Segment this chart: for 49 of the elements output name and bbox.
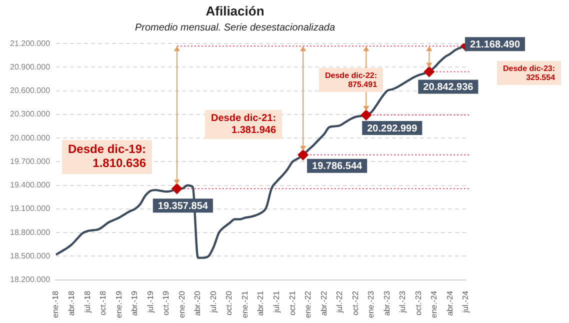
x-tick-label: abr.-20	[193, 290, 202, 316]
x-tick-label: abr.-19	[130, 290, 140, 316]
y-tick-label: 21.200.000	[10, 38, 51, 48]
x-tick-label: ene.-21	[240, 290, 250, 318]
x-tick-label: oct.-21	[288, 290, 297, 316]
chart-subtitle: Promedio mensual. Serie desestacionalizada	[134, 22, 336, 34]
x-tick-label: jul.-19	[146, 290, 155, 314]
y-tick-label: 18.200.000	[10, 275, 51, 284]
x-tick-label: jul.-20	[208, 290, 218, 314]
y-tick-label: 18.500.000	[10, 251, 51, 260]
y-tick-label: 19.700.000	[10, 156, 51, 166]
x-tick-label: ene.-22	[304, 290, 313, 318]
chart-title: Afiliación	[206, 3, 264, 18]
annotation: Desde dic-22: 875.491	[319, 68, 384, 92]
y-tick-label: 20.000.000	[10, 133, 51, 142]
x-tick-label: ene.-20	[177, 290, 186, 318]
y-tick-label: 20.300.000	[10, 110, 51, 119]
x-tick-label: ene.-23	[366, 290, 376, 318]
x-tick-label: abr.-18	[67, 290, 76, 316]
annotation: Desde dic-21: 1.381.946	[205, 110, 282, 139]
y-tick-label: 20.900.000	[10, 62, 51, 72]
x-tick-label: oct.-18	[98, 290, 108, 316]
x-tick-label: abr.-22	[319, 290, 328, 316]
data-label: 20.842.936	[423, 82, 474, 93]
y-tick-label: 18.800.000	[10, 228, 51, 237]
y-tick-label: 20.600.000	[10, 86, 51, 96]
x-tick-label: jul.-21	[272, 290, 281, 314]
x-tick-label: jul.-24	[461, 290, 470, 314]
y-tick-label: 19.400.000	[10, 180, 51, 190]
x-tick-label: abr.-21	[256, 290, 266, 316]
x-tick-label: jul.-18	[82, 290, 92, 314]
data-label: 21.168.490	[470, 39, 520, 50]
x-tick-label: oct.-19	[162, 290, 171, 316]
x-tick-label: ene.-19	[114, 290, 124, 318]
data-label: 19.786.544	[312, 161, 363, 172]
x-tick-label: abr.-23	[382, 290, 392, 316]
x-tick-label: oct.-22	[350, 290, 360, 316]
text: Desde dic-23: 325.554	[497, 61, 562, 86]
y-tick-label: 19.100.000	[10, 204, 51, 214]
x-tick-label: ene.-24	[430, 290, 439, 318]
x-tick-label: jul.-22	[335, 290, 344, 314]
annotation: Desde dic-19: 1.810.636	[62, 140, 152, 174]
data-label: 20.292.999	[367, 123, 418, 134]
x-tick-label: oct.-20	[224, 290, 234, 316]
x-tick-label: ene.-18	[51, 290, 60, 318]
x-tick-label: jul.-23	[398, 290, 408, 314]
x-tick-label: abr.-24	[445, 290, 454, 316]
x-tick-label: oct.-23	[414, 290, 423, 316]
data-label: 19.357.854	[158, 200, 208, 212]
